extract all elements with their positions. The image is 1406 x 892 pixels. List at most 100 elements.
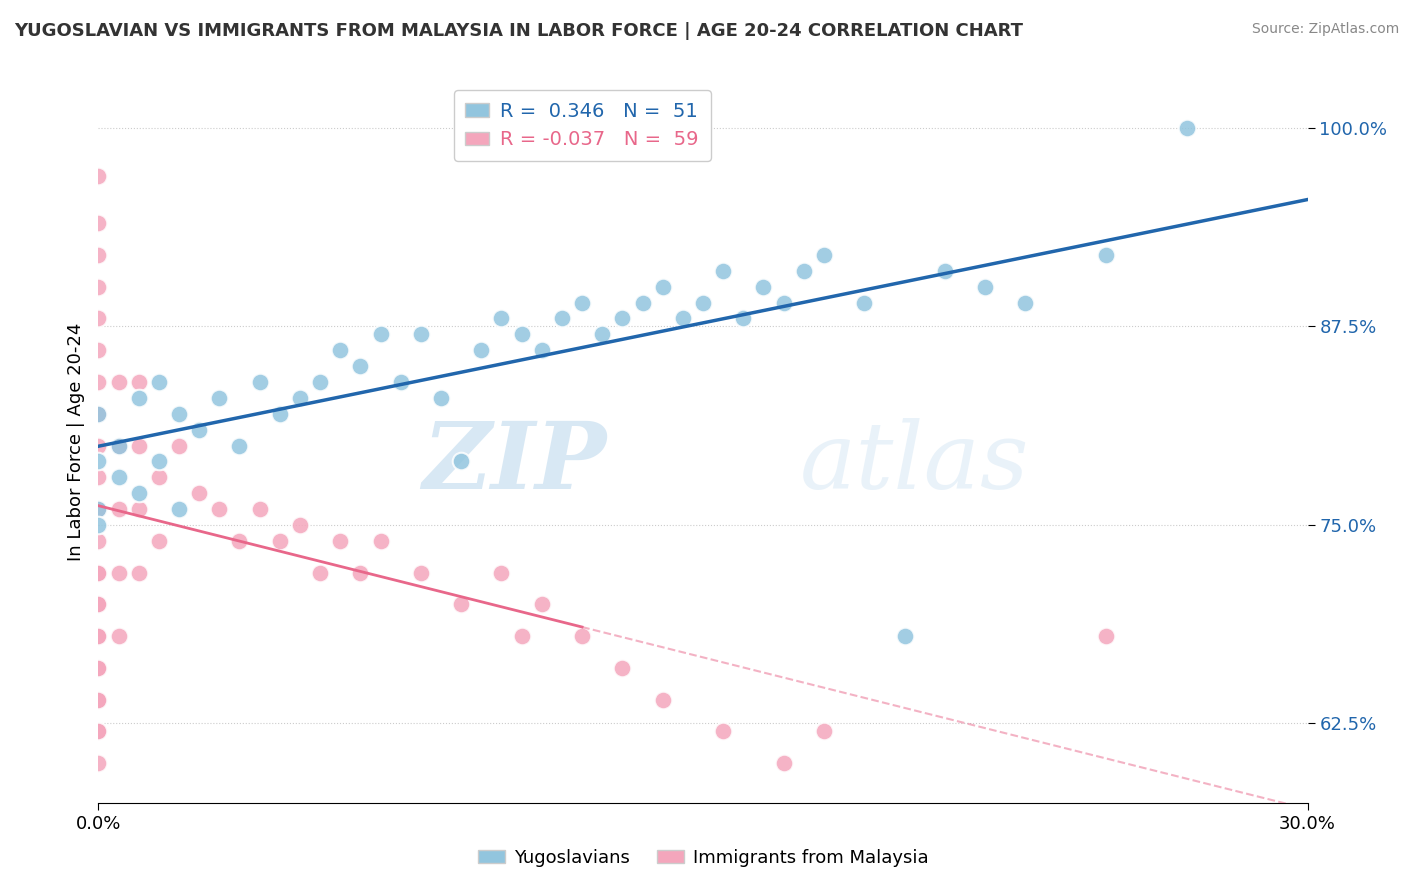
Point — [813, 724, 835, 739]
Text: ZIP: ZIP — [422, 418, 606, 508]
Point — [752, 279, 775, 293]
Point — [329, 533, 352, 548]
Point — [672, 311, 695, 326]
Point — [1095, 629, 1118, 643]
Point — [87, 343, 110, 358]
Point — [87, 279, 110, 293]
Legend: R =  0.346   N =  51, R = -0.037   N =  59: R = 0.346 N = 51, R = -0.037 N = 59 — [454, 90, 710, 161]
Point — [772, 756, 794, 770]
Point — [772, 295, 794, 310]
Point — [87, 533, 110, 548]
Point — [87, 502, 110, 516]
Point — [148, 470, 170, 484]
Point — [87, 311, 110, 326]
Point — [309, 375, 332, 389]
Point — [309, 566, 332, 580]
Point — [87, 629, 110, 643]
Point — [409, 327, 432, 342]
Point — [409, 566, 432, 580]
Point — [329, 343, 352, 358]
Point — [1175, 120, 1198, 135]
Point — [430, 391, 453, 405]
Point — [188, 423, 211, 437]
Point — [1095, 248, 1118, 262]
Point — [470, 343, 492, 358]
Text: Source: ZipAtlas.com: Source: ZipAtlas.com — [1251, 22, 1399, 37]
Point — [87, 454, 110, 468]
Point — [530, 343, 553, 358]
Point — [87, 566, 110, 580]
Point — [510, 327, 533, 342]
Point — [87, 470, 110, 484]
Point — [87, 597, 110, 611]
Point — [107, 470, 129, 484]
Point — [551, 311, 574, 326]
Point — [288, 517, 311, 532]
Point — [87, 692, 110, 706]
Point — [228, 533, 250, 548]
Point — [692, 295, 714, 310]
Point — [87, 502, 110, 516]
Point — [87, 597, 110, 611]
Point — [450, 454, 472, 468]
Point — [631, 295, 654, 310]
Point — [733, 311, 755, 326]
Point — [711, 264, 734, 278]
Point — [167, 438, 190, 452]
Text: atlas: atlas — [800, 418, 1029, 508]
Point — [269, 533, 291, 548]
Point — [148, 375, 170, 389]
Point — [107, 566, 129, 580]
Point — [893, 629, 915, 643]
Point — [87, 407, 110, 421]
Point — [107, 438, 129, 452]
Legend: Yugoslavians, Immigrants from Malaysia: Yugoslavians, Immigrants from Malaysia — [471, 842, 935, 874]
Point — [167, 502, 190, 516]
Point — [349, 359, 371, 373]
Point — [974, 279, 997, 293]
Point — [87, 724, 110, 739]
Point — [491, 566, 513, 580]
Point — [107, 502, 129, 516]
Point — [612, 661, 634, 675]
Point — [167, 407, 190, 421]
Point — [349, 566, 371, 580]
Point — [269, 407, 291, 421]
Point — [370, 327, 392, 342]
Point — [571, 629, 593, 643]
Point — [853, 295, 876, 310]
Point — [128, 391, 150, 405]
Point — [87, 661, 110, 675]
Point — [87, 248, 110, 262]
Point — [793, 264, 815, 278]
Point — [87, 407, 110, 421]
Point — [208, 391, 231, 405]
Point — [128, 375, 150, 389]
Point — [450, 597, 472, 611]
Point — [87, 629, 110, 643]
Point — [87, 692, 110, 706]
Point — [128, 438, 150, 452]
Point — [591, 327, 613, 342]
Point — [87, 566, 110, 580]
Point — [87, 724, 110, 739]
Point — [107, 629, 129, 643]
Point — [148, 454, 170, 468]
Text: YUGOSLAVIAN VS IMMIGRANTS FROM MALAYSIA IN LABOR FORCE | AGE 20-24 CORRELATION C: YUGOSLAVIAN VS IMMIGRANTS FROM MALAYSIA … — [14, 22, 1024, 40]
Point — [87, 169, 110, 183]
Y-axis label: In Labor Force | Age 20-24: In Labor Force | Age 20-24 — [66, 322, 84, 561]
Point — [491, 311, 513, 326]
Point — [1014, 295, 1036, 310]
Point — [107, 375, 129, 389]
Point — [228, 438, 250, 452]
Point — [87, 517, 110, 532]
Point — [288, 391, 311, 405]
Point — [370, 533, 392, 548]
Point — [530, 597, 553, 611]
Point — [612, 311, 634, 326]
Point — [128, 486, 150, 500]
Point — [87, 216, 110, 230]
Point — [571, 295, 593, 310]
Point — [128, 566, 150, 580]
Point — [208, 502, 231, 516]
